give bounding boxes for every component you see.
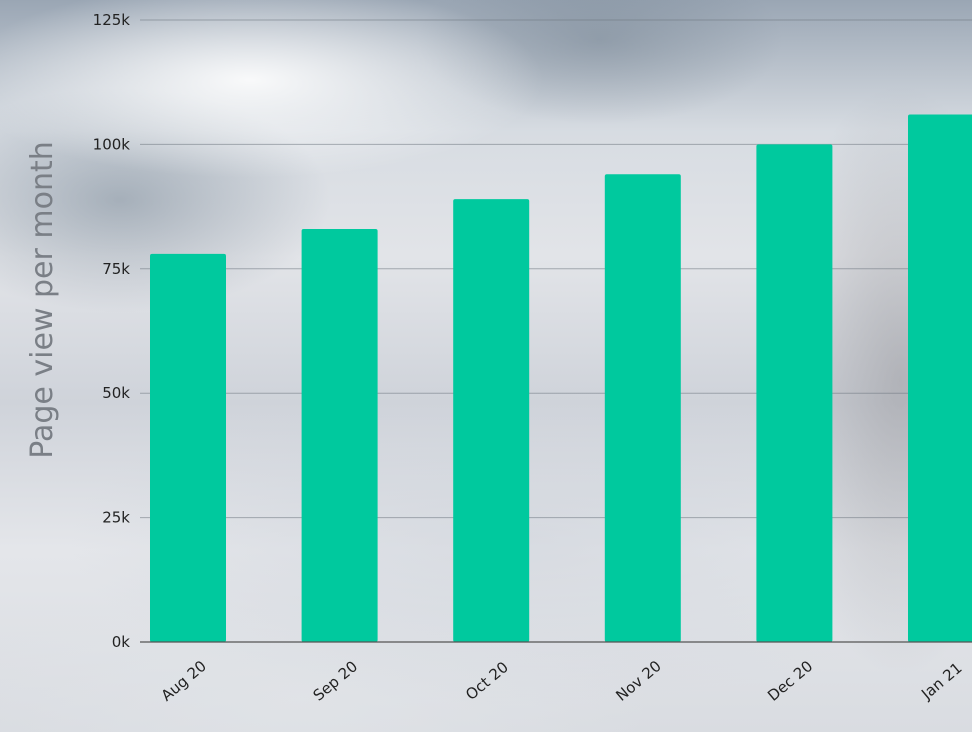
y-axis-label: Page view per month (25, 141, 60, 459)
bar-jan-21 (908, 114, 972, 642)
y-tick-label: 125k (93, 11, 131, 29)
x-tick-label: Oct 20 (462, 658, 512, 704)
x-tick-label: Dec 20 (764, 657, 816, 705)
y-tick-label: 0k (112, 633, 131, 651)
x-tick-label: Nov 20 (612, 657, 664, 705)
y-tick-label: 100k (93, 135, 131, 153)
x-tick-label: Aug 20 (158, 657, 210, 705)
x-tick-label: Jan 21 (917, 659, 965, 704)
y-tick-label: 50k (102, 384, 130, 402)
x-axis-ticks: Aug 20 Sep 20 Oct 20 Nov 20 Dec 20 Jan 21 (158, 657, 966, 705)
gridlines (140, 19, 972, 519)
y-tick-label: 75k (102, 260, 130, 278)
bar-aug-20 (150, 253, 226, 642)
bar-oct-20 (453, 199, 530, 643)
bar-dec-20 (756, 144, 833, 642)
x-tick-label: Sep 20 (310, 657, 362, 704)
y-axis-ticks: 0k 25k 50k 75k 100k 125k (93, 11, 131, 651)
y-tick-label: 25k (102, 509, 130, 527)
bars (150, 114, 972, 643)
bar-nov-20 (604, 174, 681, 643)
bar-sep-20 (301, 228, 378, 642)
